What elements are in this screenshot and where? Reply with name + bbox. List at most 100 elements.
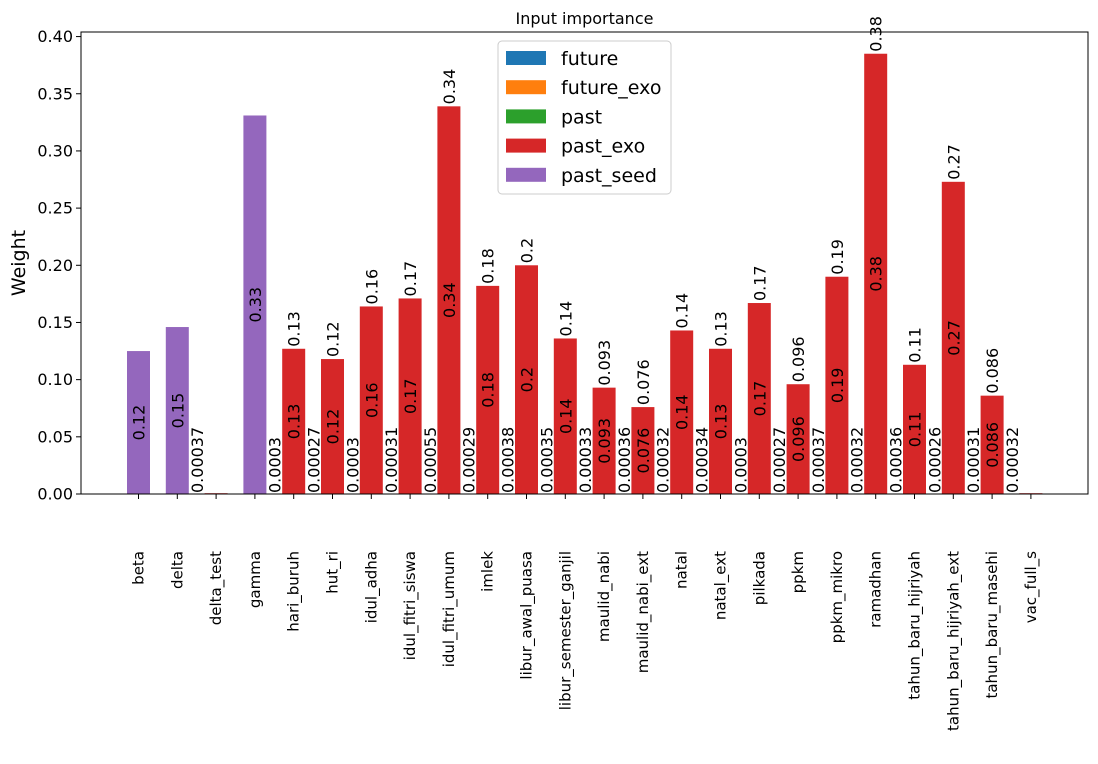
data-label-top: 0.17 [401,261,420,297]
data-label-mid: 0.11 [906,412,925,448]
data-label-mid: 0.18 [479,372,498,408]
data-label-base: 0.0003 [266,437,285,493]
data-label-mid: 0.19 [828,368,847,404]
bar-maulid_nabi [592,387,616,494]
data-label-top: 0.093 [595,340,614,386]
x-tick-label: gamma [246,551,264,608]
data-label-base: 0.00036 [887,427,906,493]
legend-label-future_exo: future_exo [561,77,661,99]
data-label-top: 0.14 [673,293,692,329]
x-tick-label: vac_full_s [1022,551,1041,623]
x-tick-label: idul_adha [362,551,381,623]
x-tick-label: ramadhan [867,551,885,628]
y-tick-label: 0.35 [37,84,73,103]
data-label-base: 0.00035 [537,427,556,493]
x-tick-label: ppkm_mikro [828,551,847,643]
bar-libur_awal_puasa [515,265,538,494]
data-label-base: 0.00029 [460,427,479,493]
data-label-base: 0.00031 [964,427,983,493]
y-tick-label: 0.25 [37,199,73,218]
data-label-mid: 0.12 [324,409,343,445]
data-label-top: 0.076 [634,359,653,405]
x-tick-label: maulid_nabi_ext [634,551,653,673]
x-tick-label: hari_buruh [285,551,304,632]
data-label-mid: 0.13 [285,404,304,440]
x-tick-label: libur_semester_ganjil [556,551,575,710]
data-label-top: 0.34 [440,69,459,105]
y-tick-label: 0.40 [37,27,73,46]
data-label-mid: 0.2 [518,367,537,392]
x-tick-label: tahun_baru_masehi [983,551,1002,699]
x-ticks-layer: beta delta delta_test gamma hari_buruh hut_ri… [130,494,1041,731]
data-label-top: 0.096 [789,336,808,382]
data-label-mid: 0.093 [595,418,614,464]
bar-beta [127,351,150,494]
y-tick-label: 0.00 [37,485,73,504]
data-label-mid: 0.33 [246,287,265,323]
x-tick-label: natal_ext [712,551,731,620]
chart-title: Input importance [516,9,654,28]
x-tick-label: idul_fitri_siswa [401,551,420,660]
data-label-base: 0.00055 [421,427,440,493]
data-label-base: 0.00033 [576,427,595,493]
x-tick-label: hut_ri [324,551,343,594]
bar-imlek [476,285,500,494]
bar-hut_ri [321,359,344,494]
x-tick-label: imlek [479,551,497,592]
bars-layer [127,53,1043,495]
bar-tahun_baru_masehi [980,395,1004,494]
data-label-base: 0.00032 [848,427,867,493]
data-label-base: 0.00027 [305,427,324,493]
x-tick-label: pilkada [750,551,768,605]
legend-swatch-past [506,109,546,124]
data-label-top: 0.2 [518,238,537,263]
x-tick-label: libur_awal_puasa [518,551,537,680]
y-tick-label: 0.10 [37,370,73,389]
y-tick-label: 0.30 [37,141,73,160]
bar-idul_fitri_siswa [398,298,422,494]
bar-natal [670,330,694,494]
data-label-base: 0.00032 [654,427,673,493]
data-label-top: 0.18 [479,248,498,284]
legend-swatch-future [506,51,546,65]
legend-swatch-past_seed [506,167,546,182]
bar-idul_fitri_umum [437,106,461,495]
data-label-mid: 0.17 [750,381,769,417]
bar-pilkada [747,303,771,494]
data-label-top: 0.086 [983,348,1002,394]
x-tick-label: tahun_baru_hijriyah [906,551,925,700]
data-label-top: 0.11 [906,327,925,363]
y-tick-label: 0.05 [37,427,73,446]
data-label-mid: 0.34 [440,282,459,318]
data-label-mid: 0.27 [944,320,963,356]
bar-hari_buruh [282,348,306,494]
legend-swatch-future_exo [506,80,546,95]
bar-ppkm_mikro [825,276,849,494]
legend-label-past: past [561,106,602,128]
data-label-base: 0.00027 [770,427,789,493]
x-tick-label: delta_test [207,551,226,625]
data-label-base: 0.0003 [343,437,362,493]
y-tick-label: 0.15 [37,313,73,332]
data-label-base: 0.0003 [731,437,750,493]
data-label-mid: 0.16 [362,382,381,418]
y-ticks-layer: 0.00 0.05 0.10 0.15 0.20 0.25 0.30 0.35 0.40 [37,27,81,504]
data-label-top: 0.14 [556,301,575,337]
data-label-top: 0.27 [944,144,963,180]
data-label-mid: 0.12 [130,405,149,441]
bar-idul_adha [359,306,383,494]
data-label-base: 0.00037 [809,427,828,493]
legend-label-future: future [561,48,618,70]
data-label-mid: 0.096 [789,416,808,462]
data-label-mid: 0.13 [712,404,731,440]
bar-delta [165,327,189,494]
data-label-top: 0.13 [712,311,731,347]
bar-natal_ext [709,348,732,494]
bar-gamma [243,115,267,495]
data-label-mid: 0.076 [634,428,653,474]
bar-ppkm [786,384,810,494]
data-label-mid: 0.15 [168,393,187,429]
plot-frame [80,31,1089,495]
